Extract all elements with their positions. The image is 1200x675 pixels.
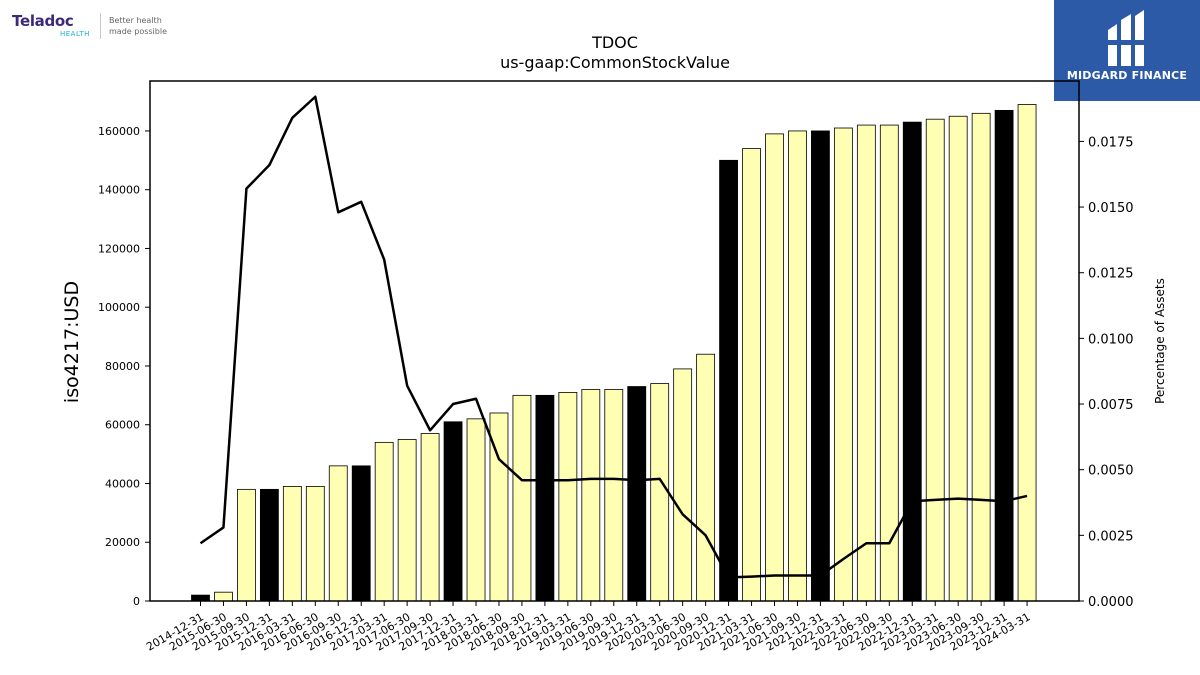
bar xyxy=(650,383,670,602)
y-tick-label: 0 xyxy=(133,595,140,608)
bar xyxy=(512,394,532,602)
publisher-mark-icon xyxy=(1108,10,1144,66)
bar xyxy=(788,130,807,602)
y2-tick-label: 0.0025 xyxy=(1088,529,1134,544)
bar xyxy=(902,121,922,602)
y-tick-label: 140000 xyxy=(98,184,140,197)
bar xyxy=(397,439,417,602)
y2-tick-label: 0.0125 xyxy=(1088,267,1134,282)
publisher-name: MIDGARD FINANCE xyxy=(1066,69,1188,82)
bar xyxy=(305,486,325,602)
plot-frame xyxy=(149,80,1080,602)
y2-tick-label: 0.0050 xyxy=(1088,464,1134,479)
chart-subtitle: us-gaap:CommonStockValue xyxy=(500,53,730,72)
bar xyxy=(351,465,371,602)
company-tagline-line1: Better health xyxy=(109,16,162,25)
company-tagline-line2: made possible xyxy=(109,27,167,36)
bar xyxy=(811,130,830,602)
company-name: Teladoc xyxy=(12,12,74,30)
y-tick-label: 40000 xyxy=(105,477,140,490)
bar xyxy=(328,465,348,602)
bar xyxy=(765,133,784,602)
bar xyxy=(627,386,647,602)
bar xyxy=(925,118,945,602)
bar xyxy=(1017,104,1037,602)
y-tick-label: 100000 xyxy=(98,301,140,314)
bar xyxy=(971,112,991,602)
bar xyxy=(214,591,233,602)
bar xyxy=(191,594,210,602)
y2-tick-label: 0.0100 xyxy=(1088,332,1134,347)
bar xyxy=(558,392,578,602)
company-logo: Teladoc HEALTH Better health made possib… xyxy=(12,10,182,42)
y2-tick-label: 0.0150 xyxy=(1088,201,1134,216)
y-tick-label: 120000 xyxy=(98,242,140,255)
bar xyxy=(696,353,716,602)
bar xyxy=(948,115,968,602)
y2-tick-label: 0.0000 xyxy=(1088,595,1134,610)
bar xyxy=(719,159,738,602)
y-tick-label: 60000 xyxy=(105,419,140,432)
logo-divider xyxy=(100,13,101,39)
y-tick-label: 160000 xyxy=(98,125,140,138)
bar xyxy=(673,368,693,602)
chart-title: TDOC xyxy=(592,33,638,52)
y2-tick-label: 0.0075 xyxy=(1088,398,1134,413)
y-tick-label: 20000 xyxy=(105,536,140,549)
bar xyxy=(856,124,876,602)
bar xyxy=(259,488,279,602)
bar xyxy=(994,109,1014,602)
bar xyxy=(833,127,853,602)
bar xyxy=(466,418,486,602)
bar xyxy=(374,441,394,602)
bar xyxy=(237,488,256,602)
bar xyxy=(420,433,440,602)
bar xyxy=(282,486,302,602)
bar xyxy=(535,394,555,602)
y2-tick-label: 0.0175 xyxy=(1088,135,1134,150)
bar xyxy=(581,389,601,602)
bar xyxy=(742,148,761,602)
bar xyxy=(604,389,624,602)
y-tick-label: 80000 xyxy=(105,360,140,373)
percentage-line xyxy=(199,95,1028,579)
company-sub: HEALTH xyxy=(60,30,90,38)
bar xyxy=(443,421,463,602)
